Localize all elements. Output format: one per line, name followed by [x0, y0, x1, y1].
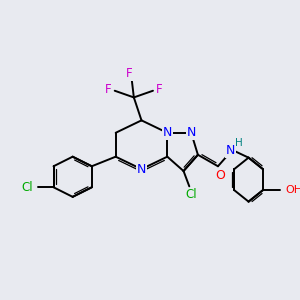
Text: OH: OH — [285, 185, 300, 195]
Text: Cl: Cl — [21, 181, 33, 194]
Text: O: O — [215, 169, 225, 182]
Text: N: N — [163, 126, 172, 139]
Text: F: F — [126, 67, 132, 80]
Text: F: F — [105, 83, 111, 96]
Text: N: N — [187, 126, 196, 139]
Text: N: N — [226, 145, 235, 158]
Text: N: N — [137, 163, 146, 176]
Text: Cl: Cl — [185, 188, 197, 201]
Text: F: F — [156, 83, 163, 96]
Text: H: H — [235, 138, 243, 148]
